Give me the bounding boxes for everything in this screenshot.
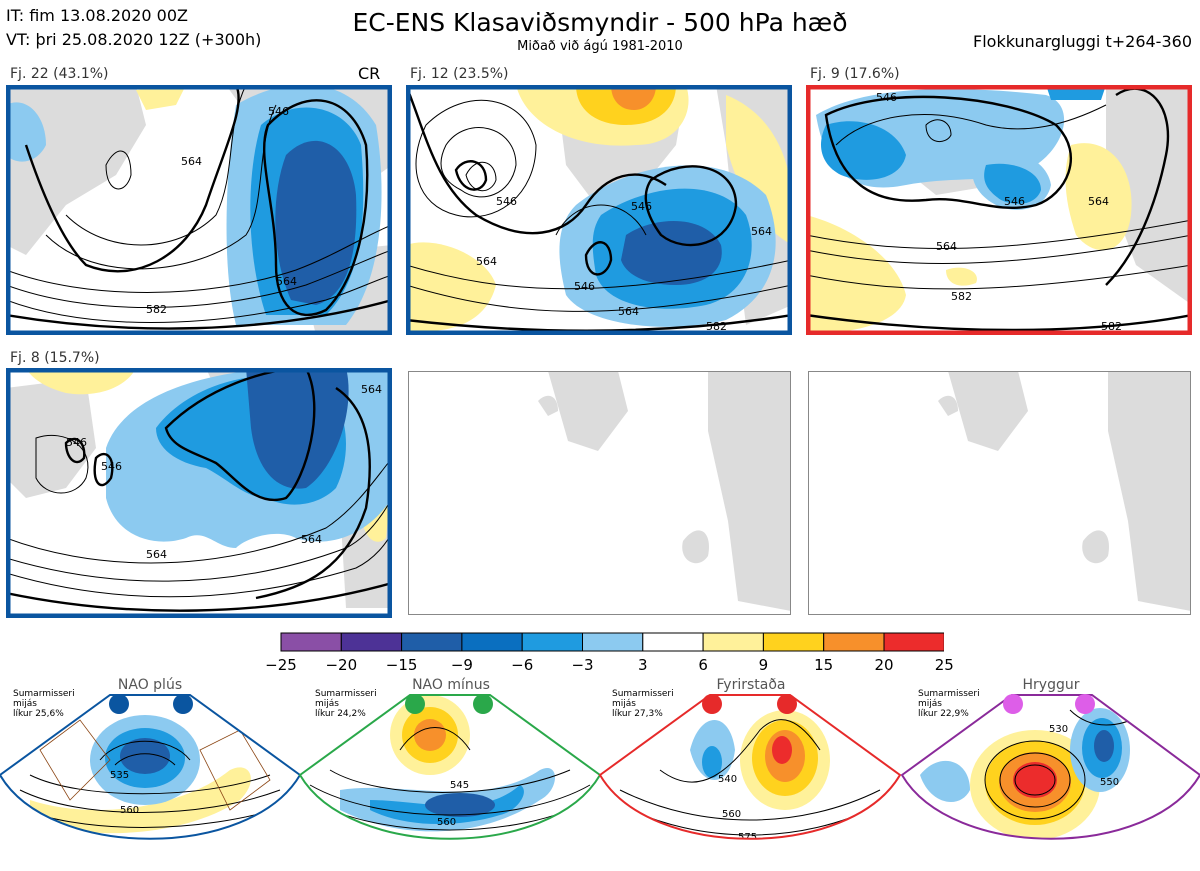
page-subtitle: Miðað við ágú 1981-2010 xyxy=(517,39,683,54)
regime-contour-label: 575 xyxy=(1095,837,1114,848)
regime-contour-label: 550 xyxy=(1100,777,1119,788)
contour-label: 564 xyxy=(276,275,297,288)
regime-contour-label: 540 xyxy=(718,774,737,785)
panel-1-label: Fj. 22 (43.1%) xyxy=(10,66,109,82)
colorbar-tick: 15 xyxy=(814,656,834,674)
contour-label: 564 xyxy=(936,240,957,253)
contour-label: 564 xyxy=(181,155,202,168)
contour-label: 582 xyxy=(706,320,727,333)
valid-time: VT: þri 25.08.2020 12Z (+300h) xyxy=(6,30,262,49)
contour-label: 564 xyxy=(618,305,639,318)
regime-marker xyxy=(109,694,129,714)
map-panel-4: 546 546 564 564 564 xyxy=(6,368,392,618)
map-panel-1: 582 564 546 564 xyxy=(6,85,392,335)
initial-time: IT: fim 13.08.2020 00Z xyxy=(6,6,188,25)
contour-label: 546 xyxy=(1004,195,1025,208)
contour-label: 564 xyxy=(361,383,382,396)
regime-info-1: Sumarmisseri mijás líkur 25,6% xyxy=(13,689,75,719)
colorbar-tick: −20 xyxy=(325,656,358,674)
colorbar xyxy=(280,632,945,656)
colorbar-swatch xyxy=(823,632,885,652)
colorbar-swatch xyxy=(702,632,764,652)
header-info: IT: fim 13.08.2020 00Z VT: þri 25.08.202… xyxy=(6,4,261,52)
colorbar-swatch xyxy=(461,632,523,652)
regime-map-nao-minus: 545 560 575 xyxy=(300,695,600,861)
colorbar-tick: −6 xyxy=(511,656,534,674)
contour-label: 582 xyxy=(1101,320,1122,333)
regime-map-nao-plus: 535 560 xyxy=(0,695,300,839)
colorbar-swatch xyxy=(582,632,644,652)
colorbar-tick: 20 xyxy=(874,656,894,674)
colorbar-swatch xyxy=(642,632,704,652)
colorbar-tick: −9 xyxy=(450,656,473,674)
contour-label: 564 xyxy=(301,533,322,546)
regime-name-ridge: Hryggur xyxy=(1022,677,1080,693)
regime-marker xyxy=(405,694,425,714)
regime-map-blocking: 540 560 575 xyxy=(600,695,900,843)
colorbar-tick: 6 xyxy=(698,656,708,674)
regime-info-2: Sumarmisseri mijás líkur 24,2% xyxy=(315,689,377,719)
colorbar-tick: 9 xyxy=(758,656,769,674)
contour-label: 546 xyxy=(66,436,87,449)
panel-1-badge: CR xyxy=(358,64,381,83)
contour-label: 564 xyxy=(1088,195,1109,208)
regime-marker xyxy=(173,694,193,714)
regime-info-3: Sumarmisseri mijás líkur 27,3% xyxy=(612,689,674,719)
regime-marker xyxy=(777,694,797,714)
colorbar-swatch xyxy=(340,632,403,652)
regime-map-ridge: 530 550 575 xyxy=(902,695,1200,848)
contour-label: 564 xyxy=(146,548,167,561)
regime-name-blocking: Fyrirstaða xyxy=(716,677,786,693)
map-panel-6 xyxy=(808,371,1191,615)
map-panel-5 xyxy=(408,371,791,615)
regime-contour-label: 575 xyxy=(447,850,466,861)
regime-marker xyxy=(473,694,493,714)
contour-label: 564 xyxy=(476,255,497,268)
regime-info-4: Sumarmisseri mijás líkur 22,9% xyxy=(918,689,980,719)
contour-label: 546 xyxy=(268,105,289,118)
colorbar-tick: −3 xyxy=(571,656,594,674)
panel-3-label: Fj. 9 (17.6%) xyxy=(810,66,900,82)
regime-contour-label: 560 xyxy=(120,805,139,816)
colorbar-swatches xyxy=(280,632,945,652)
contour-label: 546 xyxy=(876,91,897,104)
colorbar-tick: 3 xyxy=(638,656,648,674)
regime-contour-label: 535 xyxy=(110,770,129,781)
colorbar-swatch xyxy=(762,632,825,652)
contour-label: 564 xyxy=(751,225,772,238)
regime-name-nao-plus: NAO plús xyxy=(117,677,183,693)
colorbar-swatch xyxy=(521,632,583,652)
regime-name-nao-minus: NAO mínus xyxy=(412,677,490,693)
panel-4-label: Fj. 8 (15.7%) xyxy=(10,350,100,366)
regime-marker xyxy=(702,694,722,714)
colorbar-swatch xyxy=(883,632,945,652)
panel-2-label: Fj. 12 (23.5%) xyxy=(410,66,509,82)
colorbar-tick: 25 xyxy=(934,656,954,674)
colorbar-swatch xyxy=(280,632,342,652)
regime-maps: 535 560 545 560 575 xyxy=(0,694,1200,861)
contour-label: 546 xyxy=(101,460,122,473)
colorbar-tick: −15 xyxy=(385,656,418,674)
page-title: EC-ENS Klasaviðsmyndir - 500 hPa hæð xyxy=(352,8,848,37)
regime-contour-label: 560 xyxy=(722,809,741,820)
colorbar-swatch xyxy=(401,632,463,652)
regime-marker xyxy=(1075,694,1095,714)
contour-label: 546 xyxy=(631,200,652,213)
colorbar-tick: −25 xyxy=(265,656,297,674)
regime-marker xyxy=(1003,694,1023,714)
classification-window: Flokkunargluggi t+264-360 xyxy=(973,32,1192,51)
contour-label: 582 xyxy=(951,290,972,303)
regime-contour-label: 545 xyxy=(450,780,469,791)
contour-label: 582 xyxy=(146,303,167,316)
regime-contour-label: 530 xyxy=(1049,724,1068,735)
contour-label: 546 xyxy=(496,195,517,208)
regime-contour-label: 575 xyxy=(738,832,757,843)
map-panel-3: 546 546 564 564 582 582 xyxy=(806,85,1192,335)
regime-contour-label: 560 xyxy=(437,817,456,828)
contour-label: 546 xyxy=(574,280,595,293)
map-panel-2: 546 564 546 546 564 564 582 xyxy=(406,85,792,335)
